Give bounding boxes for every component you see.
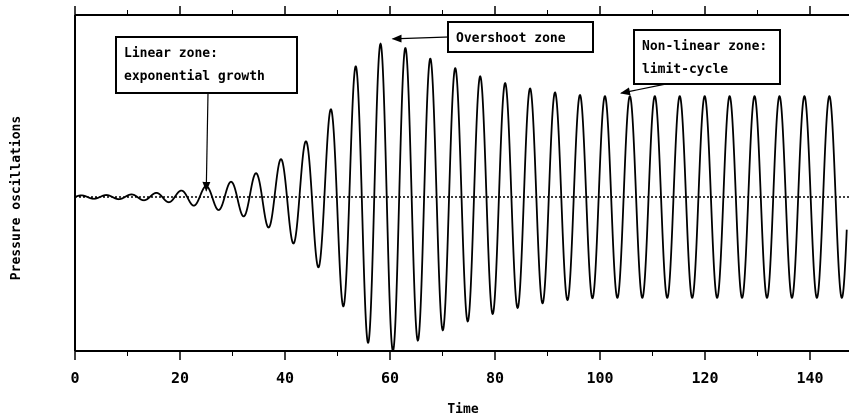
annotation-text: Non-linear zone:: [642, 39, 767, 54]
annotation-arrow: [202, 92, 211, 192]
annotation-text: Linear zone:: [124, 46, 218, 61]
x-tick-label: 140: [796, 369, 823, 387]
x-tick-label: 0: [70, 369, 79, 387]
x-tick-label: 40: [276, 369, 294, 387]
annotation-arrow: [391, 34, 449, 43]
y-axis-label: Pressure oscillations: [9, 116, 24, 280]
annotation-arrow: [620, 83, 667, 96]
x-tick-label: 120: [691, 369, 718, 387]
annotation-text: Overshoot zone: [456, 31, 566, 46]
x-tick-label: 100: [586, 369, 613, 387]
x-tick-label: 80: [486, 369, 504, 387]
x-tick-label: 20: [171, 369, 189, 387]
annotation-box: [633, 29, 781, 85]
x-axis-label: Time: [447, 402, 478, 417]
annotation-box: [115, 36, 298, 94]
annotation-text: limit-cycle: [642, 62, 728, 77]
x-tick-label: 60: [381, 369, 399, 387]
annotation-text: exponential growth: [124, 69, 265, 84]
